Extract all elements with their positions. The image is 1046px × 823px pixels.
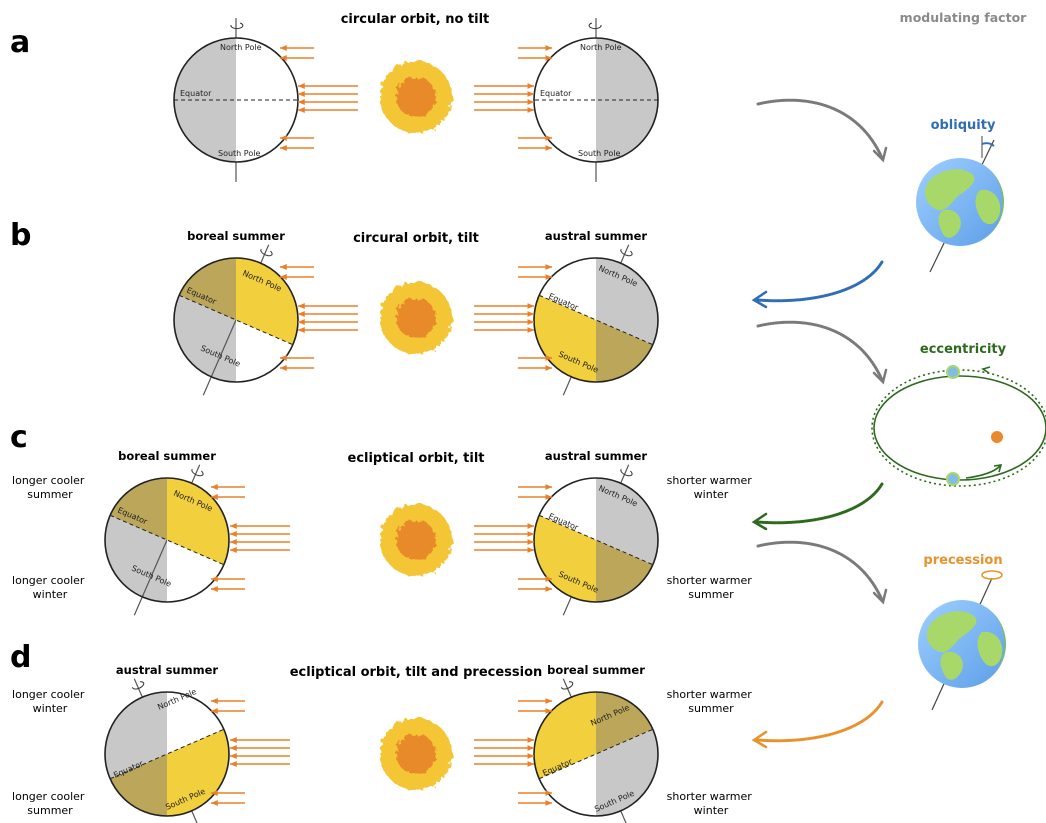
sun-rays-left xyxy=(230,526,290,550)
note-line: shorter warmer xyxy=(667,574,753,587)
factor-eccentricity-label: eccentricity xyxy=(920,342,1007,357)
note-line: winter xyxy=(694,804,729,817)
arrow-obliquity-to-b xyxy=(751,260,884,309)
sun-dot xyxy=(991,431,1003,443)
sun xyxy=(380,718,452,790)
arrow-to-eccentricity xyxy=(756,320,888,385)
arrow-to-obliquity xyxy=(756,98,888,163)
globe-c-right: North Pole Equator South Pole xyxy=(533,464,659,616)
panel-b: b circural orbit, tilt boreal summer aus… xyxy=(10,218,659,396)
sun-rays-right xyxy=(474,86,534,110)
note-line: summer xyxy=(27,488,73,501)
sun-rays-right xyxy=(474,740,534,764)
note-right-top: shorter warmer summer xyxy=(667,688,756,715)
factor-obliquity-label: obliquity xyxy=(931,118,996,133)
note-left-bottom: longer cooler winter xyxy=(12,574,88,601)
globe-c-left: North Pole Equator South Pole xyxy=(104,464,230,616)
equator-label: Equator xyxy=(540,89,572,98)
obliquity-earth-icon xyxy=(916,136,1004,273)
globe-d-left: North Pole Equator South Pole xyxy=(104,678,230,823)
sun-rays-right xyxy=(474,526,534,550)
north-pole-label: North Pole xyxy=(580,43,622,52)
south-pole-label: South Pole xyxy=(578,149,620,158)
note-right-bottom: shorter warmer summer xyxy=(667,574,756,601)
sun-rays-left xyxy=(298,86,358,110)
earth-dot xyxy=(946,472,960,486)
panel-b-title: circural orbit, tilt xyxy=(353,231,479,246)
note-line: longer cooler xyxy=(12,574,85,587)
note-line: shorter warmer xyxy=(667,790,753,803)
note-left-bottom: longer cooler summer xyxy=(12,790,88,817)
note-line: summer xyxy=(688,588,734,601)
panel-a: a circular orbit, no tilt North Pole Equ… xyxy=(10,12,659,183)
eccentricity-orbit-icon xyxy=(871,365,1046,487)
arrow-precession-to-d xyxy=(751,700,884,749)
panel-letter-c: c xyxy=(10,420,28,455)
globe-d-right: North Pole Equator South Pole xyxy=(533,678,659,823)
equator-label: Equator xyxy=(180,89,212,98)
sun-rays-right xyxy=(474,306,534,330)
note-line: winter xyxy=(694,488,729,501)
globe-a-left: North Pole Equator South Pole xyxy=(173,17,299,183)
season-label-right: austral summer xyxy=(545,229,647,243)
season-label-left: boreal summer xyxy=(187,229,285,243)
note-right-top: shorter warmer winter xyxy=(667,474,756,501)
note-line: shorter warmer xyxy=(667,688,753,701)
panel-a-title: circular orbit, no tilt xyxy=(341,12,490,27)
note-line: winter xyxy=(33,702,68,715)
panel-d: d ecliptical orbit, tilt and precession … xyxy=(10,640,756,823)
earth-dot xyxy=(946,365,960,379)
arrow-eccentricity-to-c xyxy=(751,482,884,531)
sun-rays-left xyxy=(230,740,290,764)
precession-earth-icon xyxy=(918,570,1006,711)
modulating-factor-header: modulating factor xyxy=(900,10,1027,25)
arrow-to-precession xyxy=(756,540,888,605)
note-line: winter xyxy=(33,588,68,601)
note-line: longer cooler xyxy=(12,790,85,803)
panel-letter-b: b xyxy=(10,218,31,253)
sun-rays-left xyxy=(298,306,358,330)
note-line: longer cooler xyxy=(12,474,85,487)
note-left-top: longer cooler winter xyxy=(12,688,88,715)
season-label-right: austral summer xyxy=(545,449,647,463)
panel-letter-a: a xyxy=(10,25,30,60)
season-label-left: austral summer xyxy=(116,663,218,677)
season-label-left: boreal summer xyxy=(118,449,216,463)
sun xyxy=(380,61,452,133)
note-line: summer xyxy=(27,804,73,817)
north-pole-label: North Pole xyxy=(220,43,262,52)
sun xyxy=(380,504,452,576)
note-line: summer xyxy=(688,702,734,715)
globe-b-left: North Pole Equator South Pole xyxy=(173,244,299,396)
panel-d-title: ecliptical orbit, tilt and precession xyxy=(290,665,543,680)
globe-b-right: North Pole Equator South Pole xyxy=(533,244,659,396)
south-pole-label: South Pole xyxy=(218,149,260,158)
note-line: shorter warmer xyxy=(667,474,753,487)
factor-precession-label: precession xyxy=(923,553,1002,568)
globe-a-right: North Pole Equator South Pole xyxy=(533,17,659,183)
sun xyxy=(380,282,452,354)
note-line: longer cooler xyxy=(12,688,85,701)
note-right-bottom: shorter warmer winter xyxy=(667,790,756,817)
season-label-right: boreal summer xyxy=(547,663,645,677)
panel-c: c ecliptical orbit, tilt boreal summer a… xyxy=(10,420,756,616)
panel-c-title: ecliptical orbit, tilt xyxy=(348,451,485,466)
panel-letter-d: d xyxy=(10,640,31,675)
note-left-top: longer cooler summer xyxy=(12,474,88,501)
